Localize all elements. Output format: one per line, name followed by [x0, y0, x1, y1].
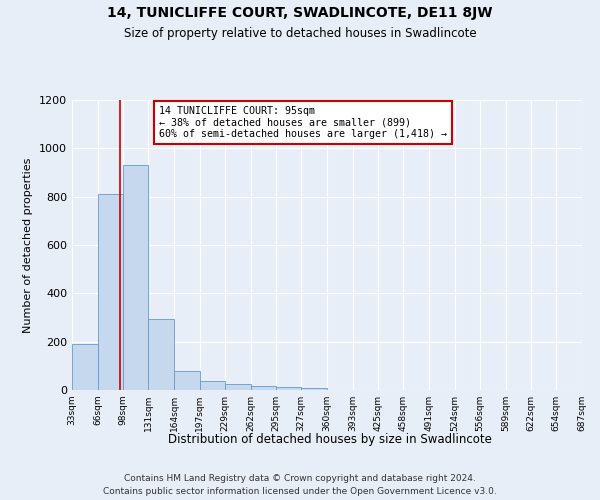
Text: Distribution of detached houses by size in Swadlincote: Distribution of detached houses by size … — [168, 432, 492, 446]
Bar — [148, 318, 174, 390]
Bar — [251, 386, 277, 390]
Text: Contains public sector information licensed under the Open Government Licence v3: Contains public sector information licen… — [103, 487, 497, 496]
Bar — [174, 370, 200, 390]
Y-axis label: Number of detached properties: Number of detached properties — [23, 158, 34, 332]
Bar — [122, 165, 148, 390]
Bar — [98, 194, 122, 390]
Text: 14, TUNICLIFFE COURT, SWADLINCOTE, DE11 8JW: 14, TUNICLIFFE COURT, SWADLINCOTE, DE11 … — [107, 6, 493, 20]
Bar — [200, 381, 225, 390]
Bar — [72, 344, 98, 390]
Text: Contains HM Land Registry data © Crown copyright and database right 2024.: Contains HM Land Registry data © Crown c… — [124, 474, 476, 483]
Bar — [225, 384, 251, 390]
Bar — [277, 387, 301, 390]
Text: 14 TUNICLIFFE COURT: 95sqm
← 38% of detached houses are smaller (899)
60% of sem: 14 TUNICLIFFE COURT: 95sqm ← 38% of deta… — [158, 106, 446, 139]
Text: Size of property relative to detached houses in Swadlincote: Size of property relative to detached ho… — [124, 28, 476, 40]
Bar — [301, 388, 327, 390]
